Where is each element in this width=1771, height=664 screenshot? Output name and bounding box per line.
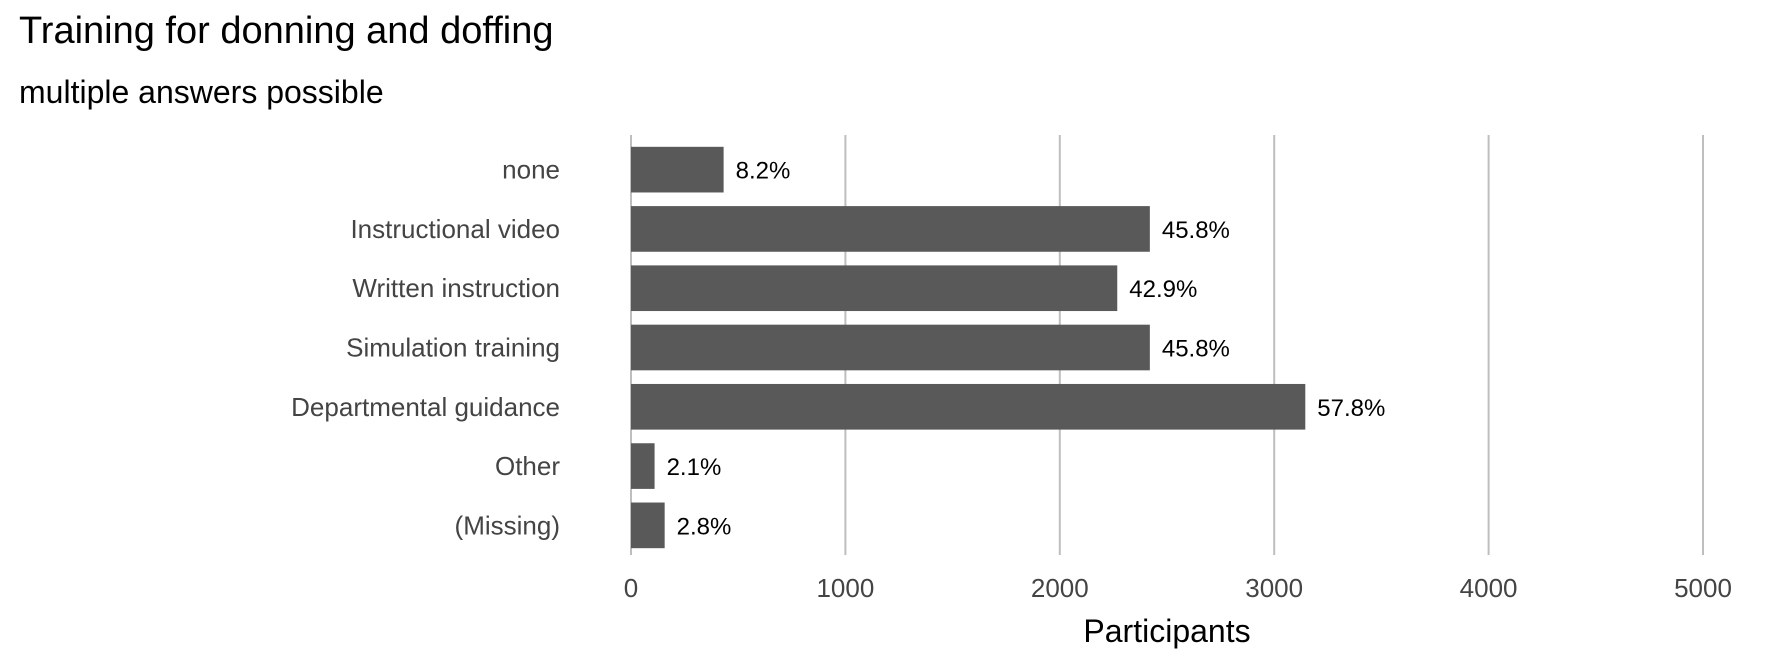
category-label: Written instruction <box>352 273 560 303</box>
bar <box>631 383 1306 430</box>
x-tick-label: 4000 <box>1460 573 1518 603</box>
chart-title: Training for donning and doffing <box>19 10 554 52</box>
data-label: 2.1% <box>667 454 722 481</box>
data-label: 57.8% <box>1317 395 1385 422</box>
data-label: 45.8% <box>1162 217 1230 244</box>
category-label: (Missing) <box>455 510 560 540</box>
category-label: Other <box>495 451 560 481</box>
category-label: none <box>502 155 560 185</box>
x-tick-label: 0 <box>624 573 638 603</box>
category-label: Instructional video <box>350 214 560 244</box>
bar <box>631 265 1118 312</box>
x-axis-ticks: 0 1000 2000 3000 4000 5000 <box>624 573 1732 603</box>
bar <box>631 443 655 489</box>
bars <box>631 146 1306 549</box>
category-label: Simulation training <box>346 333 560 363</box>
x-tick-label: 2000 <box>1031 573 1089 603</box>
x-tick-label: 1000 <box>816 573 874 603</box>
bar <box>631 502 665 549</box>
category-labels: none Instructional video Written instructi… <box>291 155 560 541</box>
data-label: 45.8% <box>1162 336 1230 363</box>
bar <box>631 324 1150 371</box>
bar <box>631 146 724 193</box>
data-label: 42.9% <box>1129 276 1197 303</box>
x-tick-label: 5000 <box>1674 573 1732 603</box>
bar <box>631 206 1150 252</box>
x-axis-title: Participants <box>1083 613 1250 649</box>
category-label: Departmental guidance <box>291 392 560 422</box>
value-labels: 8.2% 45.8% 42.9% 45.8% 57.8% 2.1% 2.8% <box>667 158 1386 541</box>
chart-subtitle: multiple answers possible <box>19 74 384 110</box>
x-tick-label: 3000 <box>1245 573 1303 603</box>
data-label: 8.2% <box>736 158 791 185</box>
data-label: 2.8% <box>677 513 732 540</box>
